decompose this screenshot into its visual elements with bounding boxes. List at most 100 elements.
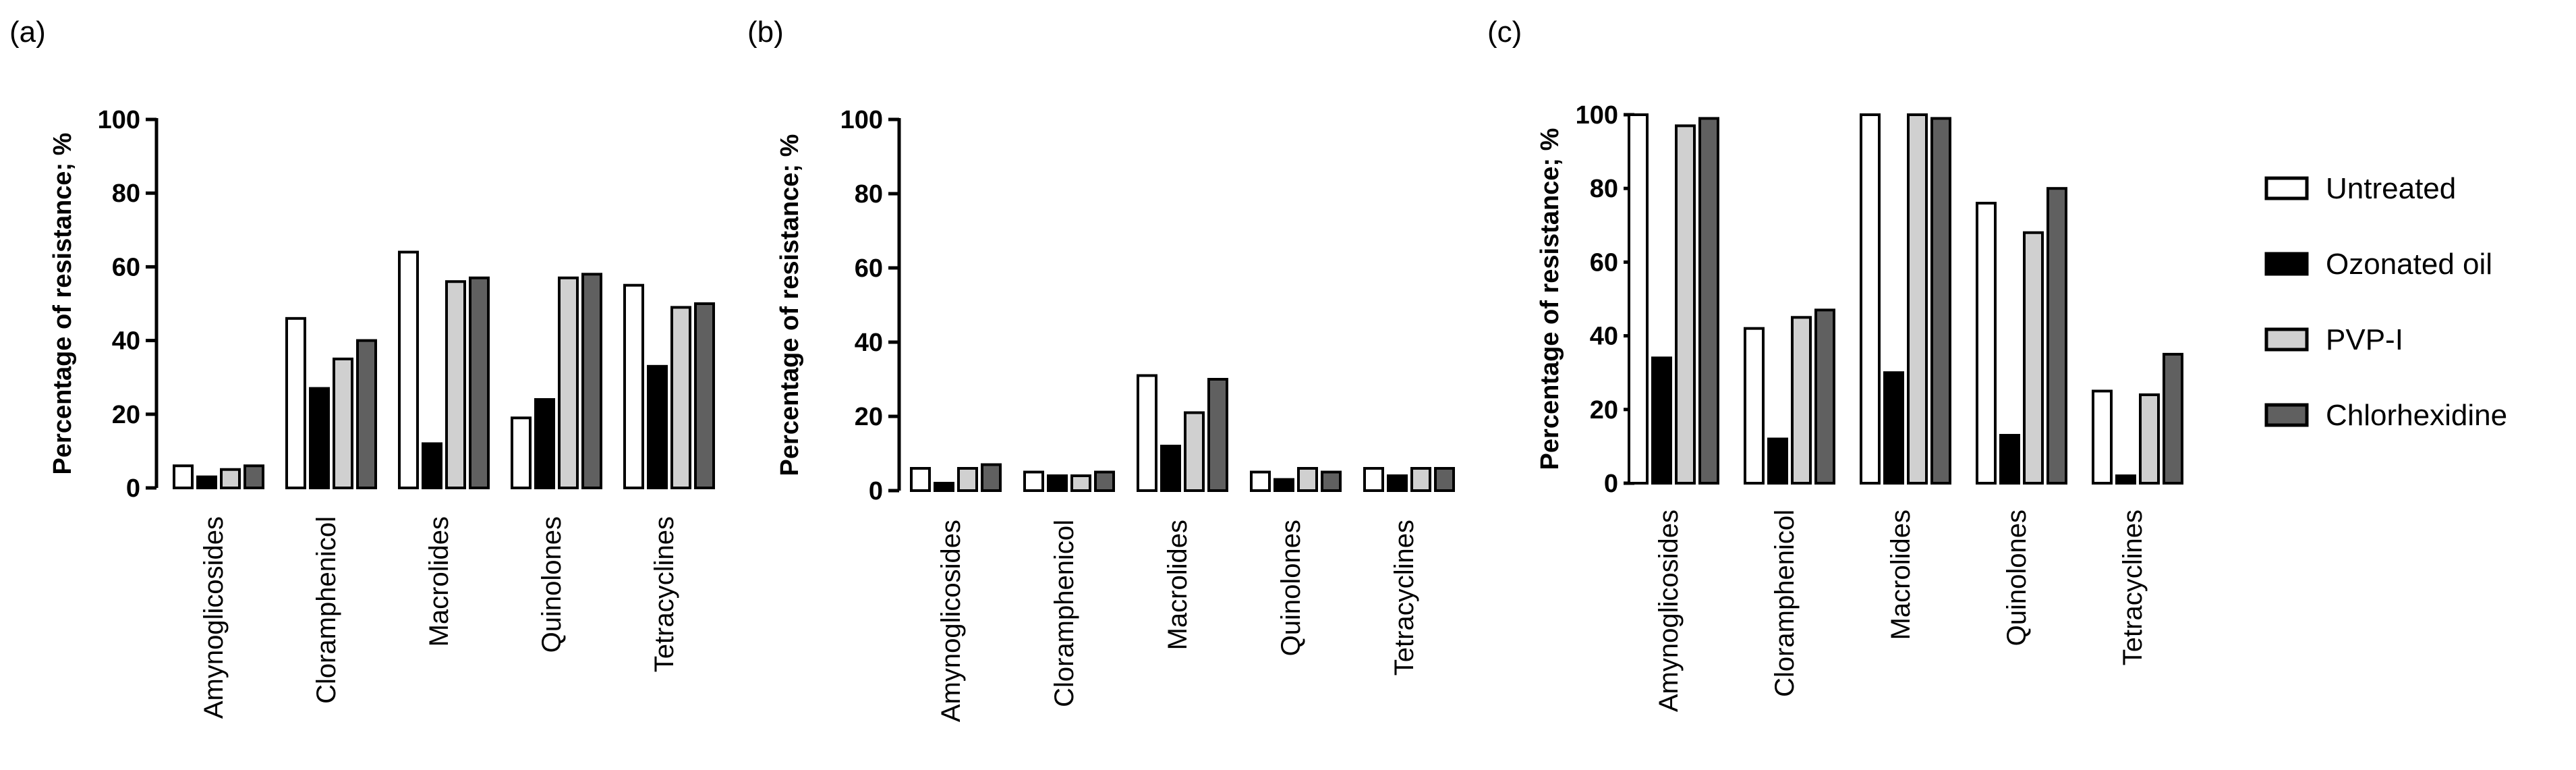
panel-label: (b): [747, 16, 784, 49]
bar-untreated-amynoglicosides: [910, 467, 931, 492]
legend-label: Ozonated oil: [2326, 248, 2492, 281]
category-label: Amynoglicosides: [936, 520, 966, 722]
bar-chlorhexidine-quinolones: [2047, 187, 2067, 485]
bar-ozonated-oil-tetracyclines: [1387, 474, 1408, 492]
y-tick-label: 60: [1590, 248, 1618, 277]
y-tick-label: 0: [126, 474, 140, 503]
legend-swatch-pvp-i: [2264, 327, 2309, 352]
category-label: Cloramphenicol: [1770, 510, 1800, 697]
bar-pvp-i-tetracyclines: [1410, 467, 1431, 492]
bar-ozonated-oil-amynoglicosides: [196, 475, 217, 489]
bar-pvp-i-tetracyclines: [670, 306, 691, 489]
bar-chlorhexidine-amynoglicosides: [981, 463, 1002, 492]
y-tick-label: 20: [855, 403, 883, 431]
y-axis-title: Percentage of resistance; %: [1536, 128, 1564, 470]
bar-chlorhexidine-quinolones: [1321, 470, 1342, 492]
bar-untreated-macrolides: [398, 250, 419, 489]
bar-ozonated-oil-cloramphenicol: [309, 387, 330, 490]
category-label: Cloramphenicol: [312, 516, 341, 704]
y-tick-label: 80: [855, 180, 883, 209]
bar-chlorhexidine-tetracyclines: [1434, 467, 1455, 492]
bar-ozonated-oil-macrolides: [1883, 371, 1904, 485]
bar-pvp-i-amynoglicosides: [1675, 124, 1696, 485]
bar-pvp-i-macrolides: [445, 280, 466, 489]
bar-chlorhexidine-cloramphenicol: [1094, 470, 1115, 492]
bar-untreated-amynoglicosides: [173, 464, 194, 489]
bar-untreated-quinolones: [1250, 470, 1271, 492]
legend: Untreated Ozonated oil PVP-I Chlorhexidine: [2264, 172, 2507, 432]
category-label: Tetracyclines: [2118, 510, 2148, 665]
bar-pvp-i-amynoglicosides: [957, 467, 978, 492]
category-label: Quinolones: [537, 516, 567, 653]
category-label: Quinolones: [1276, 520, 1306, 656]
bar-pvp-i-quinolones: [1297, 467, 1318, 492]
bar-chlorhexidine-quinolones: [581, 273, 602, 489]
bar-untreated-tetracyclines: [1363, 467, 1384, 492]
bar-chlorhexidine-tetracyclines: [2163, 352, 2183, 485]
bar-pvp-i-quinolones: [2023, 231, 2044, 485]
bar-pvp-i-tetracyclines: [2139, 393, 2160, 485]
y-tick-label: 100: [840, 106, 883, 134]
bar-ozonated-oil-amynoglicosides: [1651, 356, 1672, 485]
bar-pvp-i-cloramphenicol: [1791, 316, 1812, 485]
bar-untreated-amynoglicosides: [1628, 113, 1649, 485]
y-axis-title: Percentage of resistance; %: [776, 134, 804, 476]
bar-chlorhexidine-macrolides: [1207, 378, 1228, 492]
bar-ozonated-oil-macrolides: [422, 442, 442, 489]
y-tick-label: 0: [1604, 470, 1618, 498]
category-label: Cloramphenicol: [1050, 520, 1079, 707]
bar-ozonated-oil-cloramphenicol: [1047, 474, 1068, 492]
category-label: Macrolides: [424, 516, 454, 647]
bar-ozonated-oil-tetracyclines: [647, 364, 668, 489]
legend-label: Chlorhexidine: [2326, 399, 2507, 432]
panel-label: (a): [9, 16, 46, 49]
bar-untreated-macrolides: [1860, 113, 1881, 485]
category-label: Amynoglicosides: [199, 516, 229, 719]
chart-panel-c: (c) 0 20 40 60 80 100 Percentage of resistance;…: [1487, 16, 2183, 712]
y-tick-label: 100: [98, 106, 140, 134]
bar-chlorhexidine-amynoglicosides: [1698, 117, 1719, 485]
bar-ozonated-oil-quinolones: [534, 397, 555, 490]
legend-swatch-ozonated-oil: [2264, 252, 2309, 276]
bar-pvp-i-cloramphenicol: [1070, 474, 1091, 492]
y-tick-label: 80: [1590, 175, 1618, 203]
bar-untreated-quinolones: [511, 416, 532, 490]
bar-chlorhexidine-macrolides: [469, 276, 490, 489]
category-label: Tetracyclines: [1390, 520, 1419, 676]
category-label: Amynoglicosides: [1654, 510, 1684, 712]
legend-label: PVP-I: [2326, 323, 2403, 356]
bar-pvp-i-macrolides: [1184, 411, 1205, 492]
bar-ozonated-oil-quinolones: [1999, 434, 2020, 485]
bar-ozonated-oil-macrolides: [1160, 445, 1181, 492]
chart-panel-b: (b) 0 20 40 60 80 100 Percentage of resistance;…: [747, 16, 1455, 722]
bar-pvp-i-cloramphenicol: [333, 357, 353, 490]
bar-pvp-i-quinolones: [558, 276, 579, 489]
bar-untreated-cloramphenicol: [1023, 470, 1044, 492]
bar-untreated-quinolones: [1976, 202, 1997, 485]
y-tick-label: 60: [112, 253, 140, 281]
category-label: Macrolides: [1163, 520, 1193, 650]
bar-ozonated-oil-tetracyclines: [2115, 474, 2136, 485]
y-tick-label: 80: [112, 180, 140, 208]
bar-untreated-tetracyclines: [2092, 389, 2113, 485]
y-tick-label: 100: [1576, 101, 1618, 130]
bar-ozonated-oil-quinolones: [1273, 478, 1294, 492]
legend-swatch-untreated: [2264, 176, 2309, 200]
bar-chlorhexidine-cloramphenicol: [1814, 308, 1835, 485]
bar-untreated-tetracyclines: [623, 283, 644, 489]
bar-ozonated-oil-cloramphenicol: [1767, 437, 1788, 485]
category-label: Macrolides: [1886, 510, 1916, 640]
y-tick-label: 60: [855, 254, 883, 283]
legend-swatch-chlorhexidine: [2264, 403, 2309, 427]
y-axis-title: Percentage of resistance; %: [49, 133, 77, 475]
y-tick-label: 40: [1590, 323, 1618, 351]
bar-chlorhexidine-macrolides: [1930, 117, 1951, 485]
y-tick-label: 40: [112, 327, 140, 356]
panel-label: (c): [1487, 16, 1522, 49]
y-tick-label: 20: [112, 401, 140, 429]
category-label: Quinolones: [2002, 510, 2032, 646]
bar-untreated-cloramphenicol: [1744, 327, 1765, 485]
y-tick-label: 20: [1590, 396, 1618, 424]
